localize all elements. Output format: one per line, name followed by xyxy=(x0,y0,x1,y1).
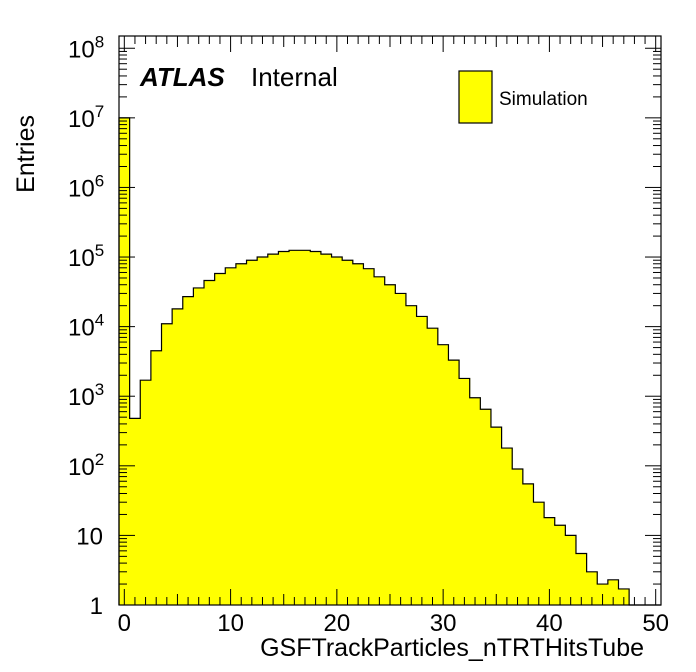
histogram-bar xyxy=(182,296,194,605)
y-tick-label: 107 xyxy=(68,102,104,133)
x-tick-label: 20 xyxy=(324,610,351,637)
histogram-bar xyxy=(331,257,343,605)
histogram-bar xyxy=(342,260,354,605)
histogram-bar xyxy=(480,409,492,605)
histogram-bar xyxy=(469,397,481,605)
histogram-bar xyxy=(299,250,311,605)
y-tick-label: 102 xyxy=(68,450,104,481)
histogram-bar xyxy=(225,267,237,605)
x-tick-label: 30 xyxy=(430,610,457,637)
histogram-bar xyxy=(161,323,173,605)
y-tick-label: 10 xyxy=(76,523,103,550)
histogram-bar xyxy=(575,553,588,605)
histogram-bar xyxy=(352,263,364,605)
histogram-bar xyxy=(395,293,407,605)
histogram-bar xyxy=(172,308,184,605)
histogram-bar xyxy=(522,483,534,605)
legend-swatch xyxy=(458,70,493,124)
y-tick-label: 1 xyxy=(90,593,103,620)
y-tick-label: 104 xyxy=(68,311,104,342)
histogram-bar xyxy=(320,254,333,605)
histogram-bar xyxy=(214,273,226,605)
x-axis-title: GSFTrackParticles_nTRTHitsTube xyxy=(260,634,644,662)
atlas-label: ATLAS xyxy=(139,62,225,92)
histogram-bar xyxy=(310,251,322,605)
histogram-bar xyxy=(193,287,205,605)
histogram-bar xyxy=(129,418,141,605)
histogram-bar xyxy=(512,468,524,605)
histogram-bar xyxy=(289,250,301,605)
histogram-bar xyxy=(490,427,503,605)
histogram-bar xyxy=(533,502,545,605)
histogram-bar xyxy=(405,305,418,605)
y-tick-labels: 1 10 102 103 104 105 106 107 108 xyxy=(68,32,104,620)
histogram-bar xyxy=(204,280,216,605)
histogram-bar xyxy=(416,316,428,605)
y-tick-label: 105 xyxy=(68,241,104,272)
histogram-bar xyxy=(554,525,566,605)
histogram-bar xyxy=(437,344,449,605)
histogram-bar xyxy=(607,579,619,605)
histogram-bar xyxy=(119,117,131,605)
y-tick-label: 108 xyxy=(68,32,104,63)
legend: Simulation xyxy=(458,70,588,124)
atlas-label-suffix: Internal xyxy=(251,62,338,92)
histogram-bar xyxy=(363,268,375,605)
histogram-bar xyxy=(427,328,439,605)
histogram-bar xyxy=(544,517,556,605)
x-tick-label: 50 xyxy=(642,610,669,637)
histogram-bar xyxy=(459,378,471,605)
histogram-bar xyxy=(448,360,460,605)
histogram-bar xyxy=(618,588,630,605)
y-tick-label: 103 xyxy=(68,380,104,411)
histogram-bar xyxy=(565,535,577,605)
histogram-bar xyxy=(246,260,258,605)
histogram-bars xyxy=(119,117,630,605)
histogram-bar xyxy=(140,380,152,605)
axis-ticks xyxy=(119,36,661,606)
histogram-bar xyxy=(257,257,269,605)
histogram-bar xyxy=(150,350,163,605)
histogram-outline xyxy=(118,117,661,606)
y-tick-label: 106 xyxy=(68,171,104,202)
legend-label: Simulation xyxy=(499,89,588,110)
x-tick-labels: 0 10 20 30 40 50 xyxy=(118,610,669,637)
x-tick-label: 0 xyxy=(118,610,131,637)
y-axis-title: Entries xyxy=(12,115,40,193)
x-tick-label: 40 xyxy=(536,610,563,637)
x-tick-label: 10 xyxy=(217,610,244,637)
histogram-bar xyxy=(384,284,396,605)
histogram-bar xyxy=(374,276,386,605)
histogram-bar xyxy=(235,263,248,605)
histogram-bar xyxy=(586,571,598,605)
histogram-bar xyxy=(501,448,513,605)
histogram-bar xyxy=(267,254,279,605)
histogram-bar xyxy=(278,251,290,605)
